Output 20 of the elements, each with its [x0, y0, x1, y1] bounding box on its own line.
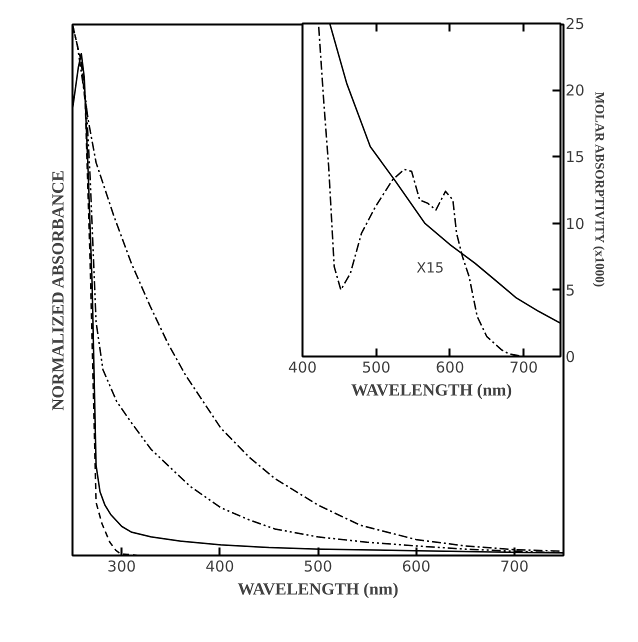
- x-tick-label: 400: [205, 558, 234, 576]
- x-tick-label: 400: [288, 358, 317, 376]
- y2-tick-label: 20: [566, 82, 585, 100]
- x-tick-label: 500: [362, 358, 391, 376]
- y2-tick-label: 15: [566, 148, 585, 166]
- x-tick-label: 500: [304, 558, 332, 576]
- y-axis-title: NORMALIZED ABSORBANCE: [48, 170, 68, 411]
- x-tick-label: 700: [509, 358, 538, 376]
- annotation: X15: [416, 260, 444, 276]
- y2-tick-label: 25: [566, 15, 585, 33]
- x-axis-title: WAVELENGTH (nm): [238, 580, 398, 598]
- x-tick-label: 600: [402, 558, 431, 576]
- y2-tick-label: 0: [566, 348, 576, 366]
- y2-axis-title: MOLAR ABSORPTIVITY (x1000): [592, 92, 608, 288]
- x-tick-label: 700: [500, 558, 529, 576]
- x-tick-label: 300: [107, 558, 136, 576]
- y2-tick-label: 10: [566, 214, 585, 233]
- x-tick-label: 600: [436, 358, 464, 376]
- y2-tick-label: 5: [566, 281, 576, 300]
- x-axis-title: WAVELENGTH (nm): [351, 380, 512, 400]
